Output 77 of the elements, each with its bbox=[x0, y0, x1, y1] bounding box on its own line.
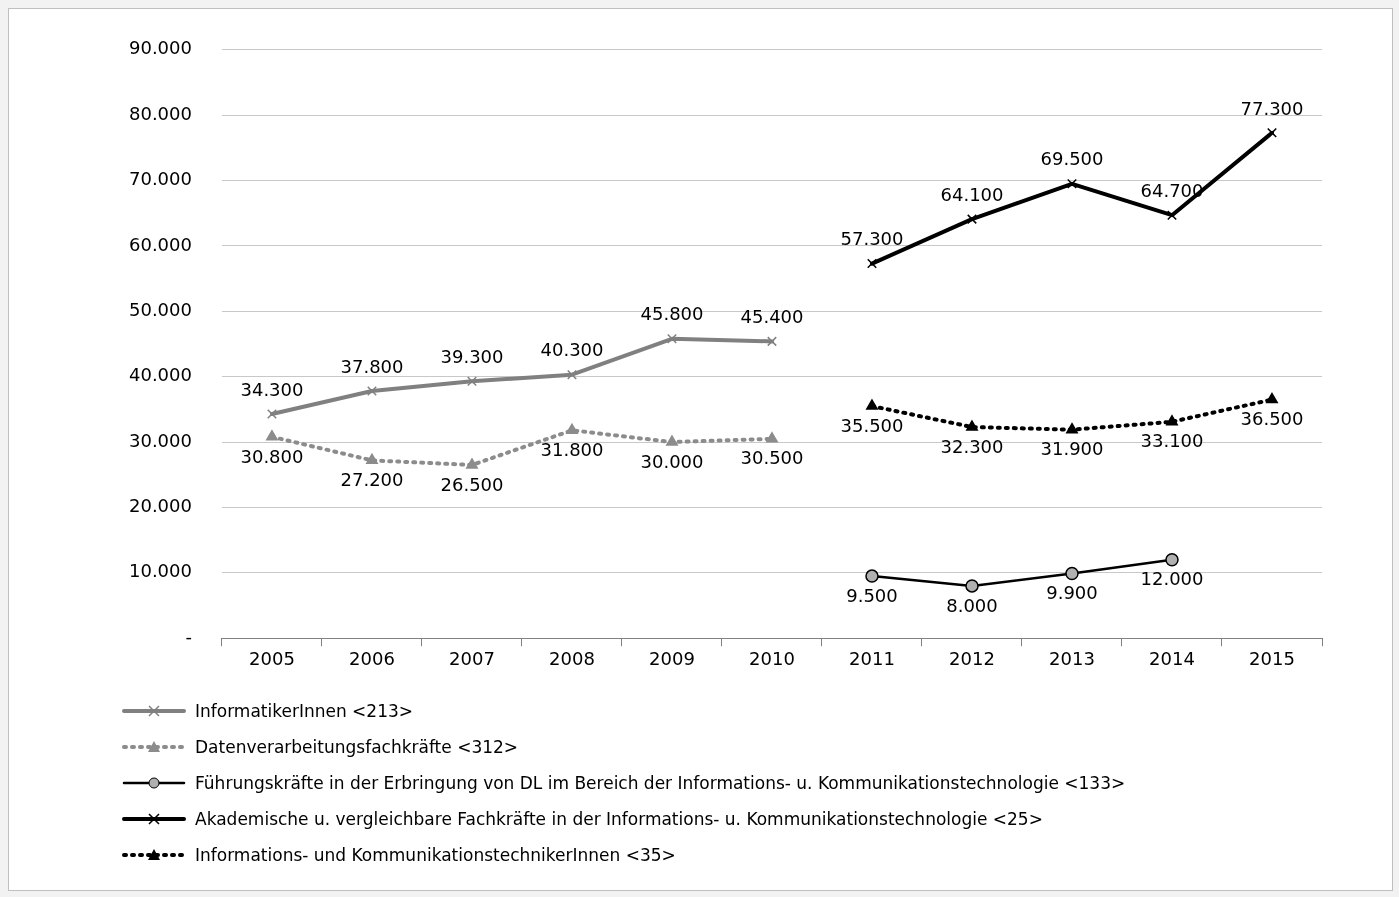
point bbox=[266, 430, 278, 441]
x-tick-label: 2005 bbox=[249, 647, 295, 669]
y-tick-label: 20.000 bbox=[129, 495, 192, 517]
data-label: 35.500 bbox=[840, 414, 904, 436]
x-tick-label: 2007 bbox=[449, 647, 495, 669]
point bbox=[867, 258, 877, 269]
data-label: 77.300 bbox=[1240, 97, 1304, 119]
data-label: 31.800 bbox=[540, 438, 604, 460]
point bbox=[466, 376, 477, 387]
x-tick-label: 2013 bbox=[1049, 647, 1095, 669]
data-label: 45.800 bbox=[640, 303, 704, 325]
data-label: 45.400 bbox=[740, 306, 804, 328]
point bbox=[966, 420, 978, 431]
data-label: 8.000 bbox=[946, 594, 998, 616]
point bbox=[566, 423, 578, 435]
data-label: 31.900 bbox=[1040, 438, 1104, 460]
data-label: 34.300 bbox=[240, 378, 304, 400]
x-tick-label: 2011 bbox=[849, 647, 895, 669]
data-label: 36.500 bbox=[1240, 408, 1304, 430]
legend-label: Führungskräfte in der Erbringung von DL im Bereich der Informations- u. Kommunikationstechnologie <133> bbox=[195, 773, 1126, 793]
data-label: 33.100 bbox=[1140, 430, 1204, 452]
data-label: 30.000 bbox=[640, 450, 704, 472]
point bbox=[567, 369, 577, 380]
y-tick-label: 10.000 bbox=[129, 560, 192, 582]
data-label: 26.500 bbox=[440, 473, 504, 495]
y-tick-label: - bbox=[185, 625, 192, 647]
x-tick-label: 2009 bbox=[649, 647, 695, 669]
legend-label: Informations- und KommunikationstechnikerInnen <35> bbox=[195, 845, 676, 865]
data-label: 40.300 bbox=[540, 339, 604, 361]
y-tick-label: 30.000 bbox=[129, 429, 192, 451]
point bbox=[965, 579, 979, 593]
point bbox=[1066, 422, 1078, 434]
point bbox=[1266, 392, 1278, 404]
legend-label: InformatikerInnen <213> bbox=[195, 701, 414, 721]
point bbox=[1165, 553, 1179, 567]
y-tick-label: 50.000 bbox=[129, 298, 192, 320]
point bbox=[767, 336, 777, 347]
y-tick-label: 40.000 bbox=[129, 364, 192, 386]
data-label: 57.300 bbox=[840, 228, 904, 250]
point bbox=[667, 333, 677, 344]
x-tick-label: 2014 bbox=[1149, 647, 1195, 669]
point bbox=[1065, 566, 1079, 581]
x-tick-label: 2008 bbox=[549, 647, 595, 669]
point bbox=[967, 214, 977, 225]
data-label: 32.300 bbox=[940, 435, 1004, 457]
point bbox=[1167, 210, 1177, 221]
x-tick-label: 2012 bbox=[949, 647, 995, 669]
data-label: 9.500 bbox=[846, 584, 898, 606]
point bbox=[466, 458, 478, 469]
point bbox=[366, 386, 377, 397]
point bbox=[865, 569, 879, 583]
x-tick-label: 2015 bbox=[1249, 647, 1295, 669]
y-tick-label: 60.000 bbox=[129, 233, 192, 255]
point bbox=[266, 408, 277, 419]
point bbox=[666, 435, 678, 446]
data-label: 30.800 bbox=[240, 445, 304, 467]
data-label: 64.100 bbox=[940, 183, 1004, 205]
point bbox=[766, 432, 778, 443]
y-tick-label: 90.000 bbox=[129, 37, 192, 59]
y-tick-label: 80.000 bbox=[129, 102, 192, 124]
point bbox=[1267, 127, 1277, 138]
legend-label: Akademische u. vergleichbare Fachkräfte in der Informations- u. Kommunikationstechnologie <25> bbox=[195, 809, 1043, 829]
data-label: 30.500 bbox=[740, 447, 804, 469]
point bbox=[866, 399, 878, 410]
data-label: 37.800 bbox=[340, 355, 404, 377]
data-label: 39.300 bbox=[440, 345, 504, 367]
data-label: 27.200 bbox=[340, 469, 404, 491]
legend-label: Datenverarbeitungsfachkräfte <312> bbox=[195, 737, 519, 757]
point bbox=[1166, 415, 1178, 426]
x-tick-label: 2010 bbox=[749, 647, 795, 669]
y-tick-label: 70.000 bbox=[129, 168, 192, 190]
point bbox=[1067, 178, 1077, 189]
data-label: 9.900 bbox=[1046, 582, 1098, 604]
data-label: 69.500 bbox=[1040, 148, 1104, 170]
data-label: 12.000 bbox=[1140, 568, 1204, 590]
point bbox=[366, 453, 378, 465]
x-tick-label: 2006 bbox=[349, 647, 395, 669]
